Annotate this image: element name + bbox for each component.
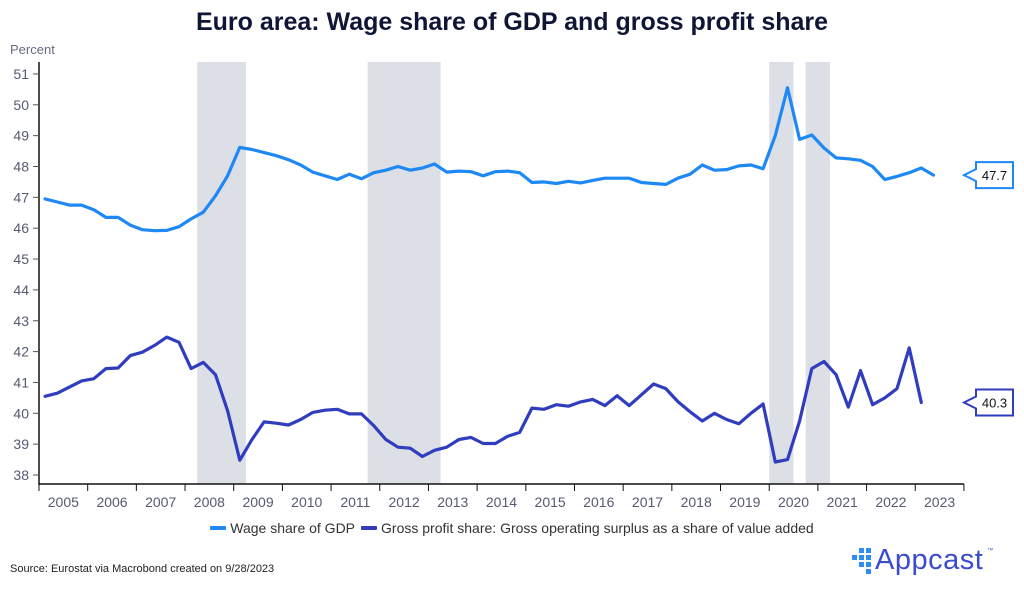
last-value-label-box — [961, 161, 1014, 190]
x-tick-label: 2010 — [291, 494, 322, 510]
x-tick-label: 2021 — [827, 494, 858, 510]
y-tick-label: 47 — [13, 189, 29, 205]
last-value-label: 47.7 — [982, 168, 1007, 183]
x-tick-label: 2012 — [389, 494, 420, 510]
x-tick-label: 2007 — [145, 494, 176, 510]
appcast-logo-text: Appcast — [875, 544, 984, 576]
wage-share-line — [43, 86, 936, 233]
series-lines — [43, 86, 936, 464]
y-tick-label: 46 — [13, 220, 29, 236]
legend-item-profit: Gross profit share: Gross operating surp… — [361, 520, 814, 536]
x-tick-label: 2009 — [242, 494, 273, 510]
x-tick-label: 2019 — [729, 494, 760, 510]
y-tick-label: 49 — [13, 128, 29, 144]
recession-band — [769, 62, 794, 484]
x-tick-label: 2020 — [778, 494, 809, 510]
y-tick-label: 48 — [13, 159, 29, 175]
y-tick-label: 50 — [13, 97, 29, 113]
trademark-symbol: ™ — [987, 548, 994, 554]
x-tick-label: 2015 — [535, 494, 566, 510]
y-tick-label: 39 — [13, 436, 29, 452]
recession-shading-group — [197, 62, 831, 484]
legend: Wage share of GDP Gross profit share: Gr… — [0, 520, 1024, 536]
source-note: Source: Eurostat via Macrobond created o… — [10, 563, 275, 575]
x-tick-label: 2005 — [48, 494, 79, 510]
y-tick-label: 42 — [13, 344, 29, 360]
y-tick-label: 38 — [13, 467, 29, 483]
y-tick-label: 40 — [13, 405, 29, 421]
legend-item-wage: Wage share of GDP — [210, 520, 355, 536]
legend-label-profit: Gross profit share: Gross operating surp… — [381, 520, 814, 536]
y-tick-label: 45 — [13, 251, 29, 267]
x-tick-label: 2011 — [340, 494, 370, 510]
chart-title: Euro area: Wage share of GDP and gross p… — [195, 8, 829, 36]
legend-swatch-profit — [361, 526, 378, 530]
y-axis-unit-label: Percent — [10, 42, 55, 57]
recession-band — [367, 62, 441, 484]
y-tick-label: 43 — [13, 313, 29, 329]
x-tick-label: 2013 — [437, 494, 468, 510]
x-tick-label: 2023 — [924, 494, 955, 510]
x-tick-label: 2018 — [681, 494, 712, 510]
last-value-label-box — [961, 388, 1014, 417]
x-tick-label: 2017 — [632, 494, 663, 510]
last-value-label: 40.3 — [982, 396, 1007, 411]
y-tick-label: 41 — [13, 374, 29, 390]
recession-band — [197, 62, 246, 484]
last-value-labels: 47.7 40.3 — [961, 161, 1014, 417]
y-tick-label: 51 — [13, 66, 29, 82]
recession-band — [805, 62, 831, 484]
legend-label-wage: Wage share of GDP — [230, 520, 356, 536]
appcast-logo-icon — [852, 547, 871, 574]
x-tick-label: 2022 — [875, 494, 906, 510]
x-axis: 2005 2006 2007 2008 2009 2010 2011 2012 2013 2014… — [38, 483, 965, 510]
y-tick-label: 44 — [13, 282, 29, 298]
y-axis: 38 39 40 41 42 43 44 45 46 47 48 49 50 51 — [13, 62, 40, 485]
x-tick-label: 2014 — [486, 494, 517, 510]
x-tick-label: 2006 — [96, 494, 127, 510]
x-tick-label: 2008 — [194, 494, 225, 510]
legend-swatch-wage — [210, 526, 227, 530]
appcast-logo: Appcast ™ — [852, 546, 993, 575]
x-tick-label: 2016 — [583, 494, 614, 510]
